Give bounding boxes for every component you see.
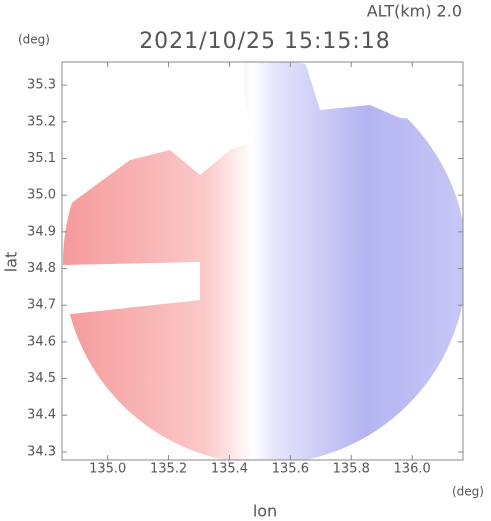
x-tick-label: 135.4 xyxy=(211,462,248,477)
x-unit: (deg) xyxy=(452,485,484,499)
x-tick-label: 136.0 xyxy=(394,462,431,477)
chart-title: 2021/10/25 15:15:18 xyxy=(139,29,391,54)
x-tick-label: 135.6 xyxy=(272,462,309,477)
y-axis-label: lat xyxy=(2,252,21,273)
y-tick-label: 34.4 xyxy=(27,408,56,423)
y-tick-label: 34.8 xyxy=(27,261,56,276)
y-tick-label: 34.5 xyxy=(27,371,56,386)
y-tick-label: 35.1 xyxy=(27,151,56,166)
y-tick-label: 35.3 xyxy=(27,78,56,93)
y-tick-label: 35.2 xyxy=(27,114,56,129)
y-tick-label: 34.9 xyxy=(27,224,56,239)
x-tick-label: 135.8 xyxy=(333,462,370,477)
y-tick-label: 34.7 xyxy=(27,298,56,313)
subtitle: ALT(km) 2.0 xyxy=(367,2,462,21)
x-axis-label: lon xyxy=(253,502,277,521)
y-unit: (deg) xyxy=(18,33,50,47)
radar-field xyxy=(62,62,463,460)
plot-frame xyxy=(61,61,464,461)
y-tick-label: 34.3 xyxy=(27,444,56,459)
x-tick-label: 135.2 xyxy=(150,462,187,477)
x-tick-label: 135.0 xyxy=(89,462,126,477)
y-tick-label: 35.0 xyxy=(27,188,56,203)
y-tick-label: 34.6 xyxy=(27,334,56,349)
